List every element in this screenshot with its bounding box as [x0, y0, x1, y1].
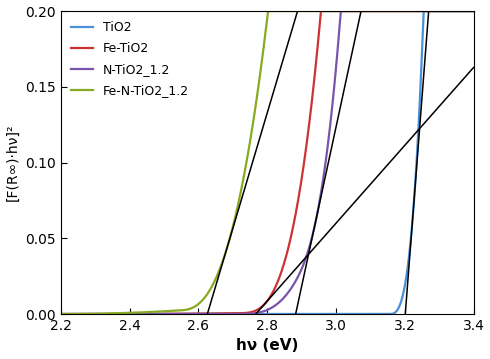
- Fe-TiO2: [305, 129, 311, 133]
- Y-axis label: [F(R∞)·hν]²: [F(R∞)·hν]²: [5, 124, 20, 201]
- TiO2: [421, 9, 427, 13]
- TiO2: [326, 312, 332, 316]
- N-TiO2_1.2: [326, 132, 332, 136]
- N-TiO2_1.2: [133, 312, 139, 316]
- Fe-TiO2: [133, 312, 139, 316]
- Fe-TiO2: [326, 9, 332, 13]
- Fe-N-TiO2_1.2: [265, 9, 271, 13]
- TiO2: [133, 312, 139, 316]
- Fe-N-TiO2_1.2: [305, 9, 311, 13]
- Fe-TiO2: [58, 312, 64, 316]
- Line: Fe-TiO2: Fe-TiO2: [61, 11, 473, 314]
- Fe-TiO2: [366, 9, 372, 13]
- Line: TiO2: TiO2: [61, 11, 473, 314]
- Fe-N-TiO2_1.2: [470, 9, 476, 13]
- TiO2: [366, 312, 371, 316]
- TiO2: [470, 9, 476, 13]
- Legend: TiO2, Fe-TiO2, N-TiO2_1.2, Fe-N-TiO2_1.2: TiO2, Fe-TiO2, N-TiO2_1.2, Fe-N-TiO2_1.2: [66, 16, 195, 102]
- Fe-TiO2: [397, 9, 403, 13]
- Fe-N-TiO2_1.2: [366, 9, 372, 13]
- Fe-TiO2: [216, 311, 221, 316]
- TiO2: [305, 312, 311, 316]
- N-TiO2_1.2: [397, 9, 403, 13]
- N-TiO2_1.2: [470, 9, 476, 13]
- Fe-TiO2: [470, 9, 476, 13]
- Fe-N-TiO2_1.2: [397, 9, 403, 13]
- Fe-N-TiO2_1.2: [216, 270, 221, 275]
- N-TiO2_1.2: [216, 312, 221, 316]
- Line: N-TiO2_1.2: N-TiO2_1.2: [61, 11, 473, 314]
- TiO2: [58, 312, 64, 316]
- Fe-N-TiO2_1.2: [326, 9, 332, 13]
- N-TiO2_1.2: [305, 248, 311, 253]
- Fe-N-TiO2_1.2: [58, 312, 64, 316]
- Line: Fe-N-TiO2_1.2: Fe-N-TiO2_1.2: [61, 11, 473, 314]
- Fe-N-TiO2_1.2: [133, 311, 139, 315]
- TiO2: [216, 312, 221, 316]
- TiO2: [397, 302, 403, 307]
- N-TiO2_1.2: [58, 312, 64, 316]
- N-TiO2_1.2: [338, 9, 344, 13]
- X-axis label: hν (eV): hν (eV): [236, 339, 298, 354]
- Fe-TiO2: [318, 9, 324, 13]
- N-TiO2_1.2: [366, 9, 372, 13]
